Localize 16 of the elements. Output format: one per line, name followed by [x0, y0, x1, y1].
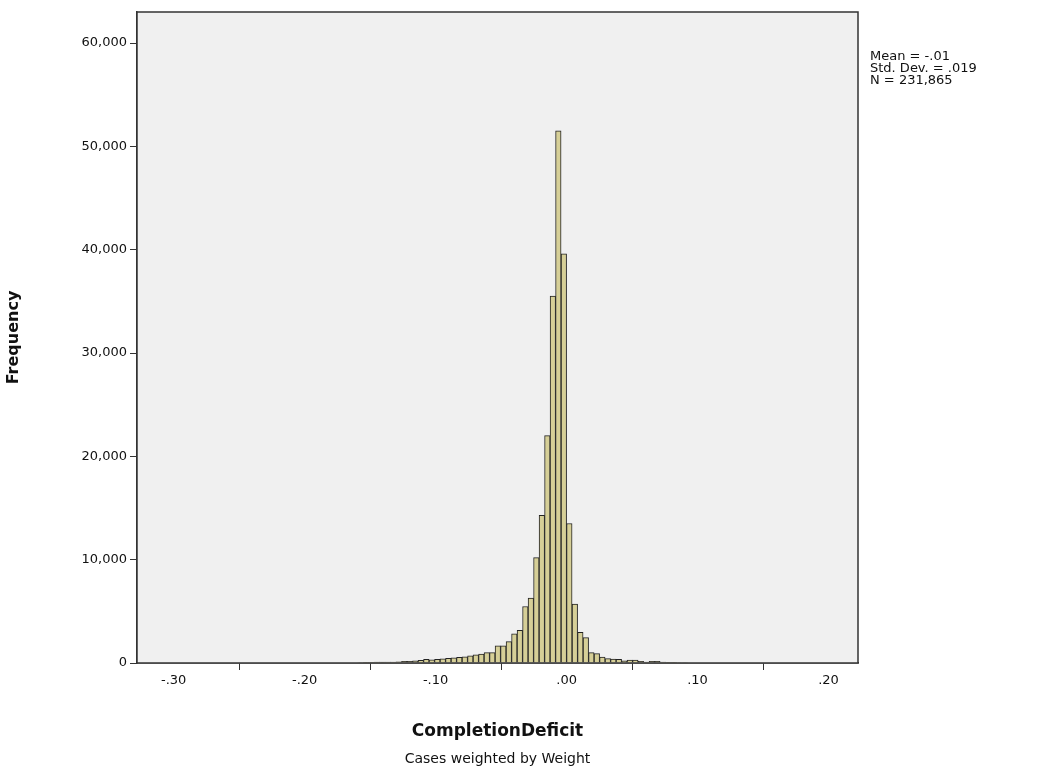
- y-tick-label: 30,000: [81, 344, 127, 360]
- y-tick-label: 50,000: [81, 137, 127, 153]
- x-tick-label: .20: [818, 672, 839, 688]
- x-tick-label: .10: [687, 672, 708, 688]
- y-tick-label: 40,000: [81, 241, 127, 257]
- x-tick-label: -.20: [291, 672, 318, 688]
- y-tick-label: 10,000: [81, 551, 127, 567]
- text: Cases weighted by Weight: [404, 749, 591, 766]
- y-axis-title: Frequency: [2, 290, 22, 385]
- x-axis-title: CompletionDeficit: [411, 720, 584, 741]
- x-tick-label: -.30: [160, 672, 187, 688]
- y-tick-label: 20,000: [81, 447, 127, 463]
- y-tick-label: 60,000: [81, 34, 127, 50]
- x-tick-label: .00: [556, 672, 577, 688]
- x-tick-label: -.10: [422, 672, 449, 688]
- y-tick-label: 0: [118, 654, 127, 670]
